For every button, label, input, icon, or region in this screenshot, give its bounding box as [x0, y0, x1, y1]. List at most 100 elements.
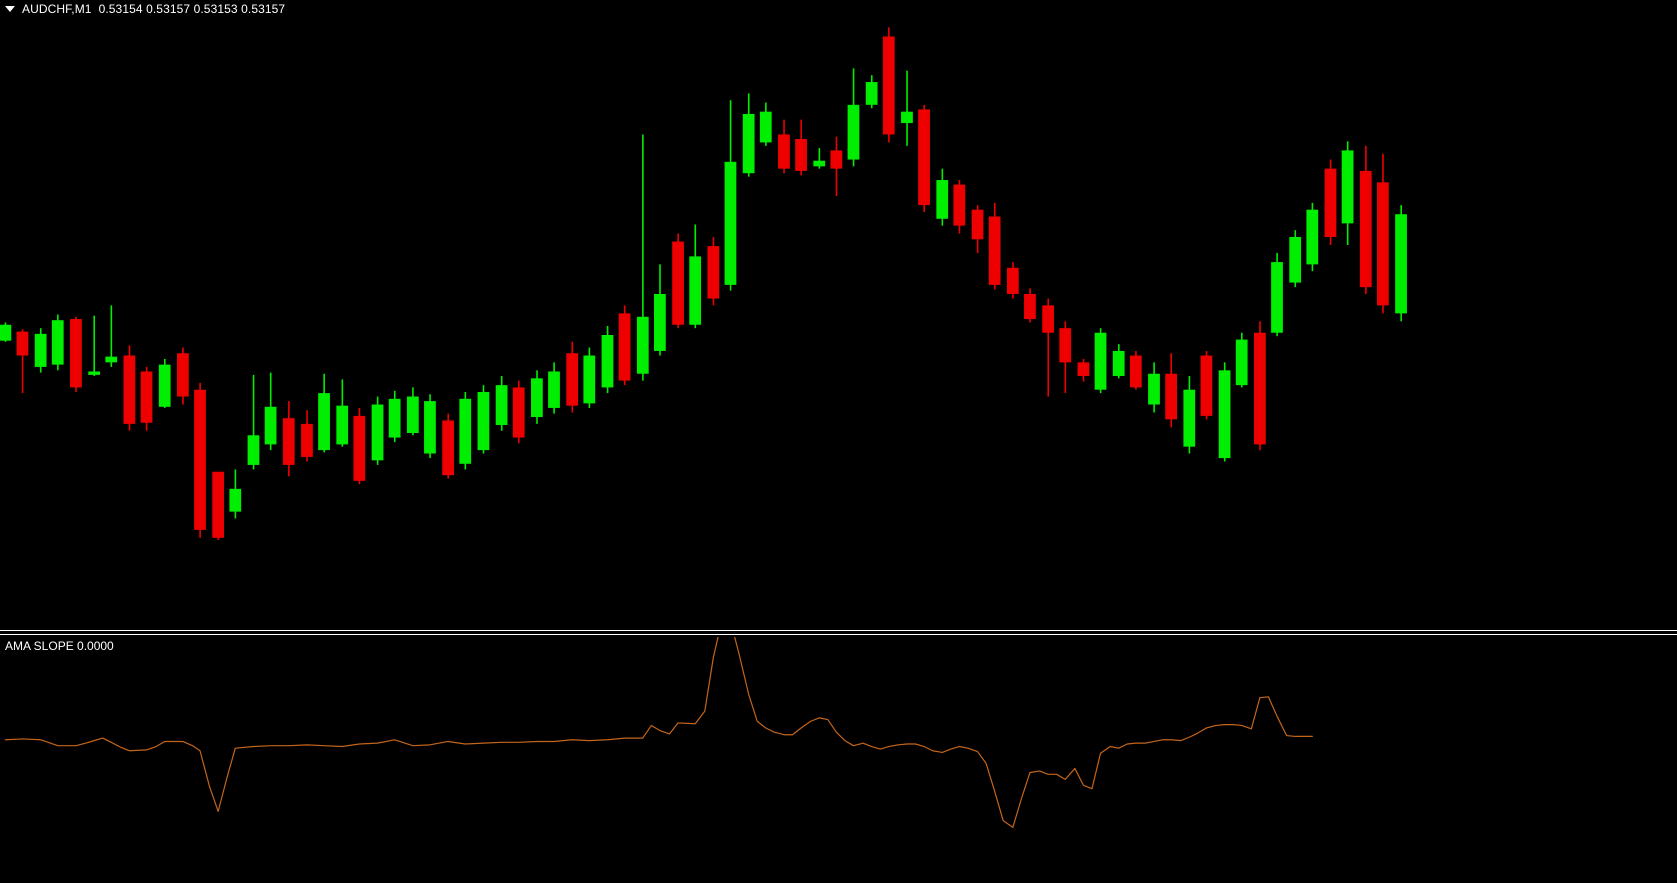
candlestick: [0, 322, 12, 342]
candle-body: [512, 387, 525, 438]
candlestick: [1235, 332, 1248, 388]
candle-body: [1042, 305, 1054, 333]
candlestick: [759, 102, 772, 146]
candlestick: [953, 180, 966, 234]
candle-body: [882, 36, 895, 135]
candle-body: [742, 113, 755, 174]
candlestick: [353, 407, 366, 485]
candle-body: [1359, 170, 1372, 288]
candlestick: [618, 305, 631, 386]
price-chart-pane[interactable]: AUDCHF,M1 0.53154 0.53157 0.53153 0.5315…: [0, 0, 1677, 629]
ama-slope-line-plot: [4, 637, 1313, 828]
candlestick: [1148, 362, 1160, 413]
candlestick: [1165, 353, 1177, 428]
candlestick: [865, 75, 878, 109]
candle-body: [531, 378, 543, 418]
candle-body: [813, 160, 826, 167]
candlestick: [672, 233, 684, 329]
candlestick: [689, 224, 702, 329]
candlestick: [512, 380, 525, 444]
candlestick: [34, 328, 47, 373]
candlestick: [424, 394, 436, 459]
pane-splitter[interactable]: [0, 629, 1677, 637]
candlestick: [336, 379, 349, 447]
candle-body: [707, 246, 720, 299]
candlestick: [778, 119, 790, 174]
candle-body: [918, 109, 930, 206]
candlestick: [1306, 202, 1319, 272]
candlestick: [16, 329, 29, 394]
candle-body: [16, 331, 29, 356]
candle-wick: [818, 148, 821, 169]
candle-body: [34, 333, 47, 367]
candlestick: [318, 373, 330, 453]
candle-body: [140, 371, 153, 423]
candlestick: [123, 345, 136, 431]
candlestick: [1341, 141, 1354, 245]
candle-body: [158, 364, 171, 407]
candlestick: [601, 325, 614, 394]
candlestick: [1218, 362, 1231, 462]
candle-body: [1129, 355, 1142, 388]
candle-body: [1289, 237, 1302, 283]
candle-body: [936, 180, 949, 219]
candle-body: [301, 423, 313, 457]
candle-wick: [93, 315, 96, 377]
candlestick: [229, 469, 242, 519]
splitter-rule-top: [0, 630, 1677, 631]
chevron-down-icon[interactable]: [5, 6, 15, 12]
candle-body: [830, 150, 843, 169]
indicator-label: AMA SLOPE 0.0000: [5, 639, 114, 653]
candlestick: [654, 264, 666, 356]
candlestick: [88, 315, 100, 377]
candle-body: [583, 355, 596, 404]
candle-body: [1059, 328, 1072, 363]
candle-body: [247, 435, 260, 465]
candle-body: [0, 324, 12, 341]
candlestick: [636, 134, 649, 381]
symbol-timeframe-label: AUDCHF,M1: [22, 2, 92, 16]
candlestick: [177, 347, 189, 405]
candle-body: [865, 82, 878, 105]
candlestick: [1059, 321, 1072, 394]
candle-body: [177, 353, 189, 397]
candlestick: [1024, 288, 1036, 323]
candle-body: [353, 415, 366, 481]
candlestick: [795, 119, 807, 176]
candle-body: [1218, 370, 1231, 459]
candlestick: [1129, 350, 1142, 390]
candle-body: [847, 104, 860, 160]
candlestick: [158, 358, 171, 408]
candlestick: [1183, 376, 1196, 454]
candle-body: [1148, 373, 1160, 405]
candlestick: [51, 314, 64, 371]
candle-body: [1377, 182, 1389, 306]
candle-body: [123, 355, 136, 424]
candle-wick: [642, 134, 644, 381]
candlestick: [1271, 252, 1283, 337]
candlestick: [371, 396, 384, 465]
candle-body: [264, 406, 277, 445]
candlestick: [1042, 298, 1054, 397]
candle-body: [1094, 332, 1107, 390]
candlestick: [1200, 350, 1213, 420]
candle-body: [724, 161, 737, 285]
candle-body: [229, 488, 242, 512]
candle-body: [618, 313, 631, 381]
candle-body: [654, 293, 666, 351]
candlestick: [813, 148, 826, 169]
indicator-pane[interactable]: AMA SLOPE 0.0000: [0, 637, 1677, 883]
candlestick: [212, 471, 225, 541]
candlestick: [1006, 262, 1019, 299]
candlestick: [918, 104, 930, 212]
candlestick: [459, 391, 472, 470]
candle-body: [424, 401, 436, 454]
candle-body: [388, 398, 401, 438]
candlestick: [1324, 159, 1337, 245]
candle-body: [988, 216, 1001, 285]
candlestick: [1359, 145, 1372, 294]
candle-body: [795, 139, 807, 171]
candle-body: [51, 320, 64, 365]
candlestick-plot: [0, 27, 1407, 541]
